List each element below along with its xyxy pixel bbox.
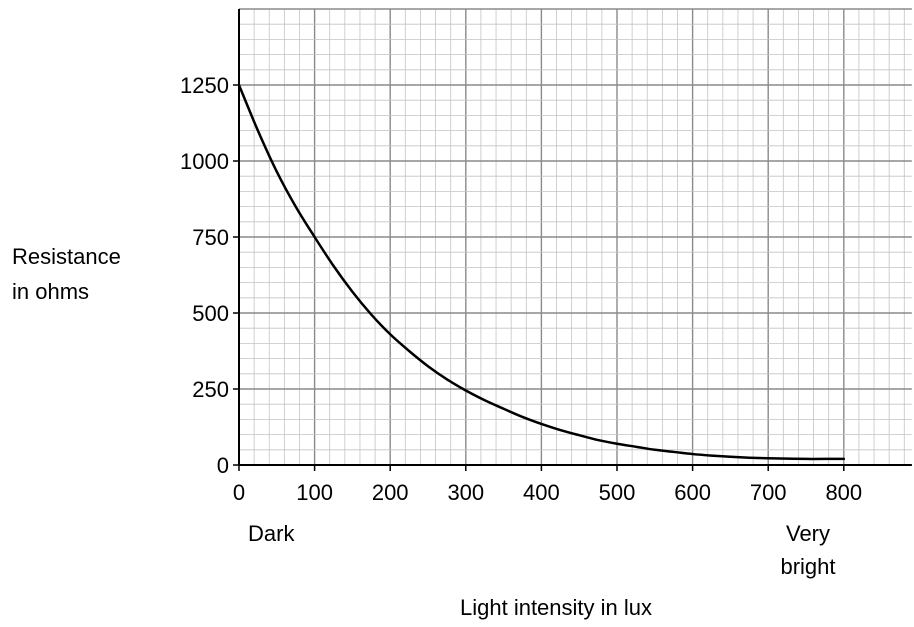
y-tick-label: 750 bbox=[192, 225, 229, 250]
x-tick-label: 400 bbox=[523, 480, 560, 505]
x-tick-label: 800 bbox=[825, 480, 862, 505]
y-tick-label: 1000 bbox=[180, 149, 229, 174]
x-tick-label: 700 bbox=[750, 480, 787, 505]
y-tick-label: 500 bbox=[192, 301, 229, 326]
y-tick-label: 0 bbox=[217, 453, 229, 478]
x-tick-label: 600 bbox=[674, 480, 711, 505]
x-annotation-dark: Dark bbox=[248, 521, 295, 546]
x-tick-label: 300 bbox=[447, 480, 484, 505]
y-tick-label: 1250 bbox=[180, 73, 229, 98]
x-axis-label: Light intensity in lux bbox=[460, 595, 652, 620]
x-annotation-very: Very bbox=[786, 521, 830, 546]
x-annotation-bright: bright bbox=[780, 554, 835, 579]
x-tick-label: 200 bbox=[372, 480, 409, 505]
y-axis-label-line-1: Resistance bbox=[12, 244, 121, 269]
grid bbox=[238, 8, 912, 466]
resistance-curve bbox=[237, 83, 846, 461]
x-tick-label: 100 bbox=[296, 480, 333, 505]
y-axis-label-line-2: in ohms bbox=[12, 279, 89, 304]
x-tick-label: 500 bbox=[599, 480, 636, 505]
x-tick-label: 0 bbox=[233, 480, 245, 505]
y-tick-label: 250 bbox=[192, 377, 229, 402]
tick-labels: 0 100 200 300 400 500 600 700 800 0 250 500 750 1000 1… bbox=[180, 73, 862, 505]
